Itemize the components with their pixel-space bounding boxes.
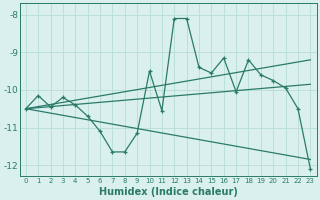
X-axis label: Humidex (Indice chaleur): Humidex (Indice chaleur) [99, 187, 237, 197]
